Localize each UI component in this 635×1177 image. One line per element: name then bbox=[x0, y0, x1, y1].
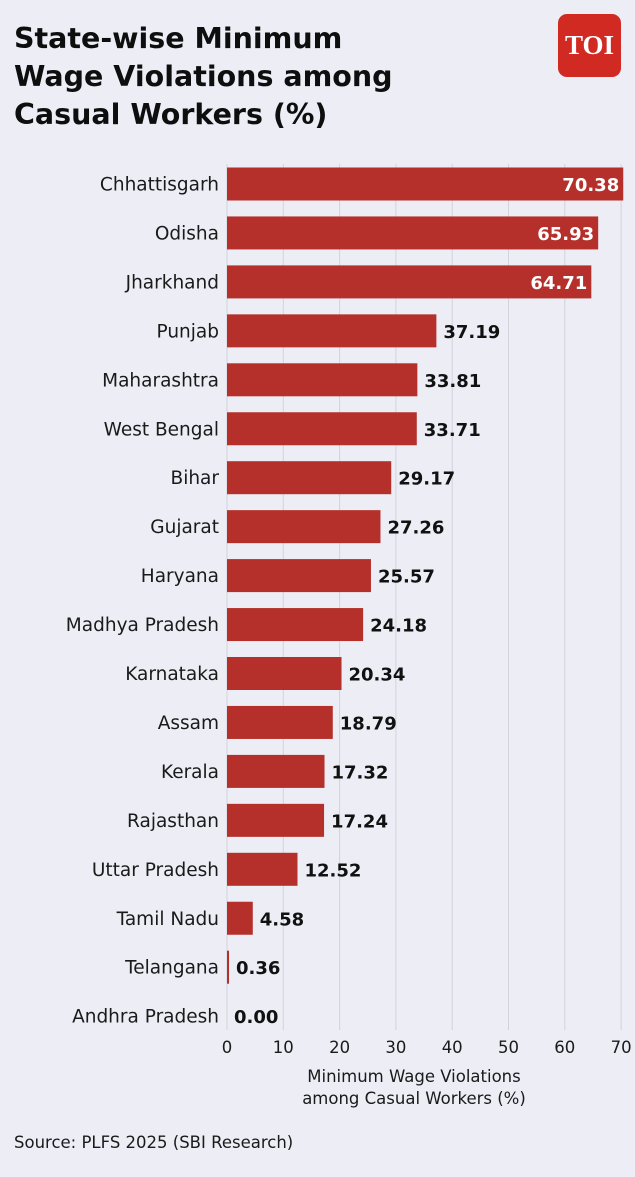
category-label: Punjab bbox=[156, 321, 219, 342]
source-note: Source: PLFS 2025 (SBI Research) bbox=[14, 1133, 294, 1152]
value-label: 37.19 bbox=[443, 322, 500, 343]
value-label: 0.00 bbox=[234, 1007, 278, 1028]
category-label: Odisha bbox=[155, 223, 219, 244]
category-label: Bihar bbox=[171, 468, 220, 489]
value-label: 64.71 bbox=[530, 273, 587, 294]
category-label: Uttar Pradesh bbox=[92, 860, 219, 881]
bar bbox=[227, 852, 298, 886]
value-label: 20.34 bbox=[349, 665, 406, 686]
category-label: Madhya Pradesh bbox=[66, 615, 219, 636]
value-label: 33.81 bbox=[424, 371, 481, 392]
value-label: 18.79 bbox=[340, 713, 397, 734]
x-axis-title: Minimum Wage Violations among Casual Work… bbox=[302, 1067, 526, 1108]
bar bbox=[227, 705, 333, 739]
bar bbox=[227, 657, 342, 690]
category-label: Maharashtra bbox=[102, 370, 219, 391]
category-label: Tamil Nadu bbox=[116, 909, 219, 930]
bar bbox=[227, 608, 364, 642]
bar bbox=[227, 167, 624, 201]
bar bbox=[227, 314, 437, 348]
toi-logo: TOI bbox=[558, 14, 621, 77]
value-label: 27.26 bbox=[387, 518, 444, 539]
category-label: Kerala bbox=[161, 762, 219, 783]
bar bbox=[227, 950, 230, 984]
value-label: 65.93 bbox=[537, 224, 594, 245]
category-label: Gujarat bbox=[150, 517, 219, 538]
value-label: 33.71 bbox=[424, 420, 481, 441]
category-label: Assam bbox=[158, 713, 219, 734]
bar bbox=[227, 265, 592, 299]
x-tick-label: 30 bbox=[385, 1038, 406, 1057]
value-label: 17.32 bbox=[332, 762, 389, 783]
x-tick-label: 70 bbox=[611, 1038, 632, 1057]
x-tick-label: 60 bbox=[554, 1038, 575, 1057]
category-label: Chhattisgarh bbox=[100, 175, 219, 196]
value-label: 17.24 bbox=[331, 811, 388, 832]
category-label: Andhra Pradesh bbox=[72, 1007, 219, 1028]
value-label: 0.36 bbox=[236, 958, 280, 979]
bar bbox=[227, 510, 381, 544]
x-tick-label: 20 bbox=[329, 1038, 350, 1057]
category-label: Haryana bbox=[141, 566, 219, 587]
bar bbox=[227, 901, 253, 935]
chart-title: State-wise Minimum Wage Violations among… bbox=[14, 22, 393, 131]
value-label: 29.17 bbox=[398, 469, 455, 490]
bar bbox=[227, 803, 325, 837]
value-label: 12.52 bbox=[304, 860, 361, 881]
value-label: 4.58 bbox=[260, 909, 304, 930]
x-tick-label: 0 bbox=[222, 1038, 233, 1057]
value-label: 70.38 bbox=[562, 175, 619, 196]
x-tick-label: 10 bbox=[273, 1038, 294, 1057]
category-label: West Bengal bbox=[104, 419, 219, 440]
x-tick-label: 50 bbox=[498, 1038, 519, 1057]
category-label: Jharkhand bbox=[125, 272, 219, 293]
category-label: Telangana bbox=[124, 958, 219, 979]
bar bbox=[227, 216, 599, 250]
value-label: 24.18 bbox=[370, 616, 427, 637]
value-label: 25.57 bbox=[378, 567, 435, 588]
bar bbox=[227, 559, 371, 593]
x-tick-label: 40 bbox=[442, 1038, 463, 1057]
bar bbox=[227, 754, 325, 788]
category-label: Karnataka bbox=[125, 664, 219, 685]
bar bbox=[227, 363, 418, 397]
bar-chart: 0 10 20 30 40 50 60 70 Chhattisgarh 70.38 Odisha 65… bbox=[66, 164, 632, 1108]
category-label: Rajasthan bbox=[127, 811, 219, 832]
bar bbox=[227, 461, 392, 495]
bar bbox=[227, 412, 417, 446]
